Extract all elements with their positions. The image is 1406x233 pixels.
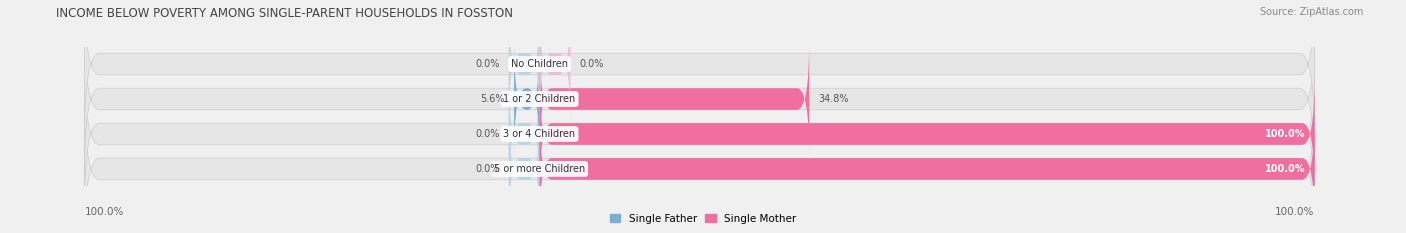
Text: 0.0%: 0.0% xyxy=(475,164,499,174)
FancyBboxPatch shape xyxy=(84,0,1315,140)
Text: 0.0%: 0.0% xyxy=(475,59,499,69)
Text: 100.0%: 100.0% xyxy=(1275,207,1315,217)
Text: 0.0%: 0.0% xyxy=(579,59,605,69)
Text: 3 or 4 Children: 3 or 4 Children xyxy=(503,129,575,139)
FancyBboxPatch shape xyxy=(540,40,810,158)
FancyBboxPatch shape xyxy=(509,75,540,193)
FancyBboxPatch shape xyxy=(84,23,1315,176)
Text: 5.6%: 5.6% xyxy=(481,94,505,104)
Text: 5 or more Children: 5 or more Children xyxy=(494,164,585,174)
FancyBboxPatch shape xyxy=(84,57,1315,211)
FancyBboxPatch shape xyxy=(509,110,540,228)
Legend: Single Father, Single Mother: Single Father, Single Mother xyxy=(606,209,800,228)
Text: No Children: No Children xyxy=(510,59,568,69)
Text: 100.0%: 100.0% xyxy=(1265,129,1305,139)
FancyBboxPatch shape xyxy=(540,75,1315,193)
FancyBboxPatch shape xyxy=(515,40,540,158)
Text: 0.0%: 0.0% xyxy=(475,129,499,139)
Text: INCOME BELOW POVERTY AMONG SINGLE-PARENT HOUSEHOLDS IN FOSSTON: INCOME BELOW POVERTY AMONG SINGLE-PARENT… xyxy=(56,7,513,20)
Text: 100.0%: 100.0% xyxy=(84,207,124,217)
Text: Source: ZipAtlas.com: Source: ZipAtlas.com xyxy=(1260,7,1364,17)
FancyBboxPatch shape xyxy=(540,110,1315,228)
Text: 100.0%: 100.0% xyxy=(1265,164,1305,174)
FancyBboxPatch shape xyxy=(540,5,571,123)
FancyBboxPatch shape xyxy=(509,5,540,123)
Text: 1 or 2 Children: 1 or 2 Children xyxy=(503,94,575,104)
FancyBboxPatch shape xyxy=(84,92,1315,233)
Text: 34.8%: 34.8% xyxy=(818,94,849,104)
